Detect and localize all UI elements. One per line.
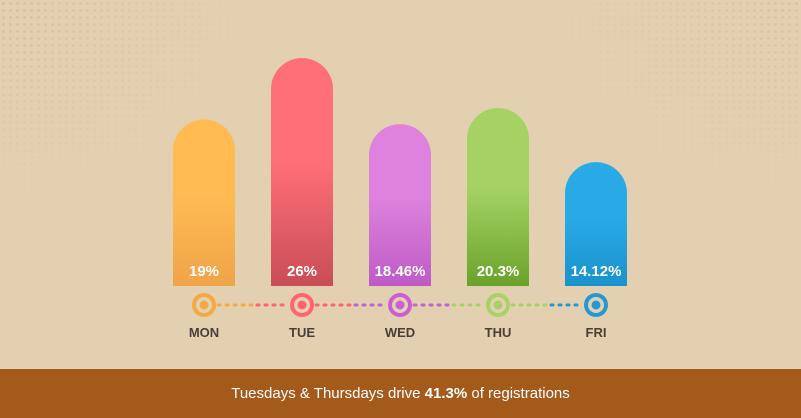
bar-fri bbox=[565, 162, 627, 286]
data-label: 18.46% bbox=[375, 263, 426, 280]
bar-thu bbox=[467, 107, 529, 286]
footer-text-after: of registrations bbox=[467, 385, 570, 402]
category-label: MON bbox=[189, 325, 219, 340]
category-label: THU bbox=[485, 325, 512, 340]
day-marker-center bbox=[591, 300, 601, 310]
day-marker-center bbox=[297, 300, 307, 310]
day-marker-center bbox=[493, 300, 503, 310]
data-label: 26% bbox=[287, 263, 317, 280]
footer-banner: Tuesdays & Thursdays drive 41.3% of regi… bbox=[0, 369, 801, 418]
data-label: 14.12% bbox=[571, 263, 622, 280]
bar-chart: 19% MON 26% TUE 18.46% WED 20.3% THU 14.12% FRI bbox=[173, 58, 627, 340]
bar-wed bbox=[369, 124, 431, 286]
data-label: 19% bbox=[189, 263, 219, 280]
day-marker-center bbox=[395, 300, 405, 310]
category-label: WED bbox=[385, 325, 415, 340]
footer-highlight: 41.3% bbox=[424, 385, 468, 402]
bar-tue bbox=[271, 58, 333, 286]
day-marker-center bbox=[199, 300, 209, 310]
data-label: 20.3% bbox=[477, 263, 520, 280]
category-label: FRI bbox=[586, 325, 607, 340]
footer-text-before: Tuesdays & Thursdays drive bbox=[231, 385, 425, 402]
bar-mon bbox=[173, 119, 235, 286]
category-label: TUE bbox=[289, 325, 315, 340]
